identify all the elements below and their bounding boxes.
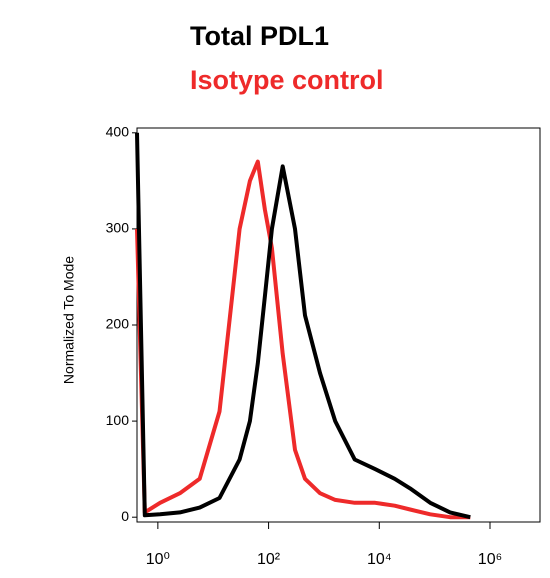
plot-frame: [136, 127, 541, 523]
x-tick-label: 10²: [257, 551, 281, 568]
y-axis-label: Normalized To Mode: [61, 256, 77, 384]
legend-entry: Isotype control: [190, 65, 384, 95]
y-tick-label: 100: [106, 412, 130, 428]
x-tick-label: 10⁰: [146, 551, 170, 568]
y-tick-label: 300: [106, 220, 130, 236]
x-tick-label: 10⁴: [367, 551, 392, 568]
series-line: [135, 159, 471, 520]
x-tick-label: 10⁶: [478, 551, 502, 568]
y-tick-label: 400: [106, 124, 130, 140]
legend-entry: Total PDL1: [190, 21, 329, 51]
series-line: [135, 132, 471, 520]
y-tick-label: 0: [121, 508, 129, 524]
y-tick-label: 200: [106, 316, 130, 332]
